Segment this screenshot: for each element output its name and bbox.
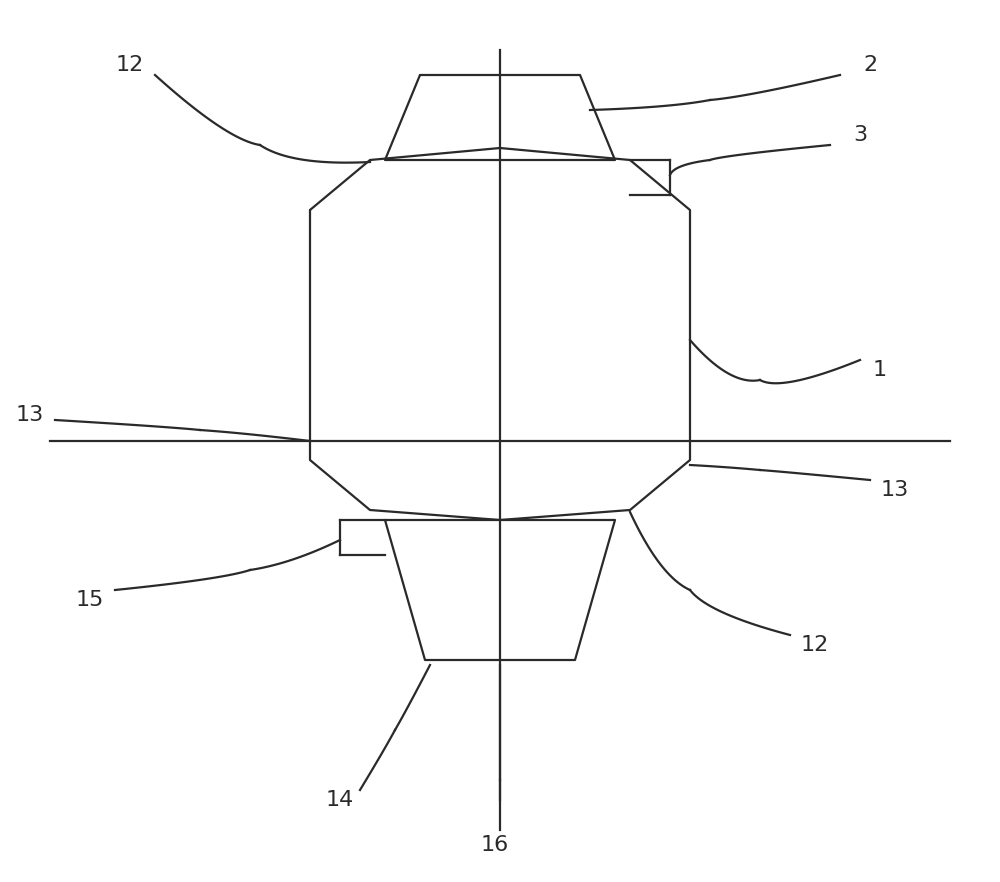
Text: 12: 12 (116, 55, 144, 75)
Text: 15: 15 (76, 590, 104, 610)
Text: 2: 2 (863, 55, 877, 75)
Text: 3: 3 (853, 125, 867, 145)
Text: 12: 12 (801, 635, 829, 655)
Text: 13: 13 (16, 405, 44, 425)
Text: 14: 14 (326, 790, 354, 810)
Text: 13: 13 (881, 480, 909, 500)
Text: 1: 1 (873, 360, 887, 380)
Text: 16: 16 (481, 835, 509, 855)
